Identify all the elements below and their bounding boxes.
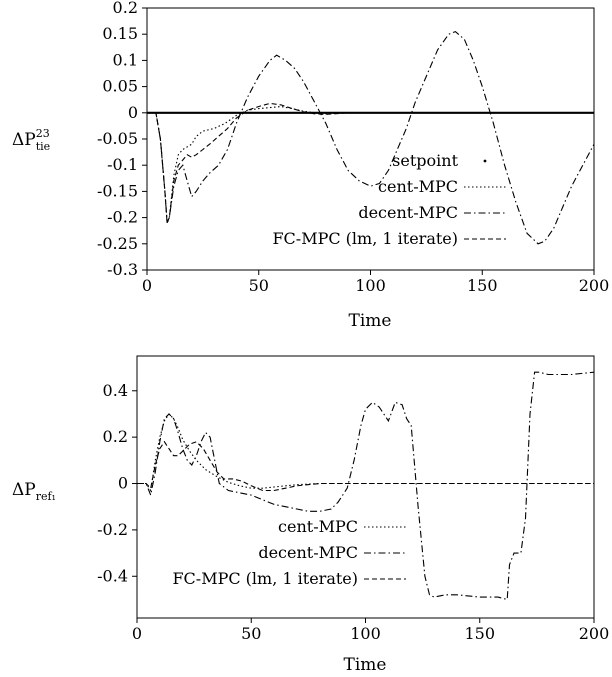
y-tick-label: 0.2: [113, 0, 138, 17]
x-tick-label: 200: [579, 624, 610, 643]
y-tick-label: -0.25: [97, 234, 138, 253]
y-tick-label: -0.15: [97, 181, 138, 200]
y-tick-label: -0.3: [107, 260, 138, 279]
series-line-decent-mpc: [147, 30, 595, 245]
x-tick-label: 100: [355, 276, 386, 295]
legend: setpoint cent-MPC decent-MPC FC-MPC (lm, 1 …: [272, 151, 506, 248]
legend-label: decent-MPC: [358, 203, 458, 222]
series-line-cent-mpc: [137, 413, 594, 493]
series-line-decent-mpc: [137, 371, 595, 601]
tie-line-chart: 0 50 100 150 200 0.2 0.15 0.1 0.05 0 -0.05 -0.1 -0.1…: [12, 0, 609, 331]
x-tick-label: 50: [249, 276, 269, 295]
series-lines: [147, 30, 595, 245]
x-tick-label: 150: [464, 624, 495, 643]
legend: cent-MPC decent-MPC FC-MPC (lm, 1 iterate): [172, 517, 406, 588]
x-tick-label: 150: [467, 276, 498, 295]
y-tick-label: 0.05: [102, 77, 138, 96]
legend-swatch: [483, 159, 487, 163]
y-tick-label: 0.2: [103, 427, 128, 446]
y-tick-label: -0.4: [97, 566, 128, 585]
x-axis-label: Time: [349, 311, 392, 331]
y-tick-label: 0.4: [103, 381, 128, 400]
x-tick-label: 200: [579, 276, 610, 295]
y-tick-label: 0: [118, 474, 128, 493]
y-tick-label: 0.15: [102, 24, 138, 43]
y-tick-label: -0.05: [97, 129, 138, 148]
y-axis-label: ΔPref₁: [12, 480, 56, 503]
axis-ticks: 0 50 100 150 200 0.2 0.15 0.1 0.05 0 -0.05 -0.1 -0.1…: [97, 0, 609, 295]
x-axis-label: Time: [344, 655, 387, 675]
legend-label: FC-MPC (lm, 1 iterate): [172, 569, 358, 588]
x-tick-label: 0: [142, 276, 152, 295]
series-line-fc-mpc-lm-1-iterate: [137, 440, 594, 492]
legend-label: cent-MPC: [278, 517, 358, 536]
y-tick-label: -0.2: [97, 520, 128, 539]
x-tick-label: 100: [350, 624, 381, 643]
legend-label: FC-MPC (lm, 1 iterate): [272, 229, 458, 248]
y-tick-label: -0.2: [107, 208, 138, 227]
series-lines: [137, 371, 595, 601]
legend-label: setpoint: [392, 151, 458, 170]
axis-ticks: 0 50 100 150 200 0.4 0.2 0 -0.2 -0.4: [97, 381, 609, 643]
y-tick-label: -0.1: [107, 155, 138, 174]
y-tick-label: 0.1: [113, 50, 138, 69]
y-tick-label: 0: [128, 103, 138, 122]
x-tick-label: 0: [132, 624, 142, 643]
legend-label: cent-MPC: [378, 177, 458, 196]
legend-label: decent-MPC: [258, 543, 358, 562]
y-axis-label: ΔP23 tie: [12, 127, 50, 153]
series-line-fc-mpc-lm-1-iterate: [147, 102, 594, 224]
x-tick-label: 50: [241, 624, 261, 643]
